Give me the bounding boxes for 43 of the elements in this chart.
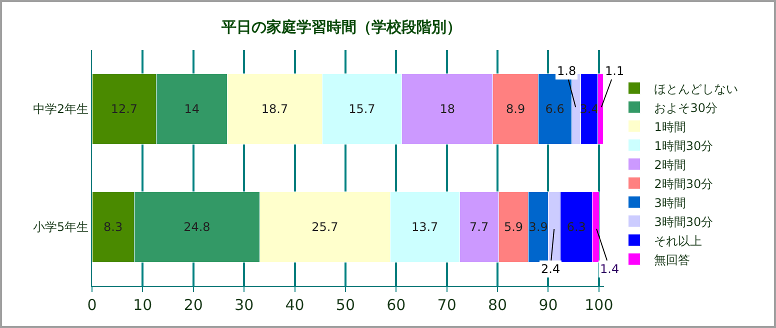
legend-label: ほとんどしない — [654, 82, 738, 96]
data-label: 15.7 — [348, 102, 376, 116]
legend-label: 1時間30分 — [654, 138, 714, 153]
data-label: 8.9 — [506, 102, 526, 116]
legend-label: それ以上 — [654, 234, 702, 248]
legend-label: およそ30分 — [654, 100, 718, 115]
x-tick-label: 50 — [336, 296, 356, 314]
legend-label: 2時間 — [654, 158, 686, 172]
data-label: 6.6 — [545, 102, 564, 116]
y-tick-label: 小学5年生 — [32, 220, 89, 234]
x-tick-label: 40 — [285, 296, 304, 314]
data-label: 1.1 — [605, 64, 624, 78]
legend-label: 2時間30分 — [654, 176, 714, 191]
y-tick-label: 中学2年生 — [32, 102, 89, 116]
legend-label: 1時間 — [654, 120, 686, 134]
data-label: 3.9 — [528, 220, 548, 234]
x-tick-label: 60 — [386, 296, 406, 314]
x-tick-label: 100 — [584, 296, 614, 314]
data-label: 24.8 — [184, 220, 210, 234]
x-tick-label: 0 — [87, 296, 97, 314]
legend-label: 無回答 — [654, 252, 690, 267]
data-label: 25.7 — [312, 220, 338, 234]
x-tick-label: 80 — [488, 296, 508, 314]
data-label: 18 — [440, 102, 455, 116]
data-label: 5.9 — [504, 220, 524, 234]
data-label: 2.4 — [541, 262, 560, 276]
x-tick-label: 10 — [133, 296, 152, 314]
data-label: 12.7 — [110, 102, 138, 116]
data-label: 1.8 — [557, 64, 576, 78]
legend-label: 3時間30分 — [654, 214, 714, 229]
x-tick-label: 90 — [538, 296, 558, 314]
data-label: 1.4 — [600, 262, 620, 276]
x-tick-label: 70 — [437, 296, 456, 314]
x-tick-label: 20 — [184, 296, 203, 314]
x-tick-label: 30 — [234, 296, 254, 314]
chart-title: 平日の家庭学習時間（学校段階別） — [220, 18, 462, 36]
data-label: 13.7 — [411, 220, 438, 234]
data-label: 18.7 — [261, 102, 288, 116]
legend-label: 3時間 — [654, 196, 686, 210]
data-label: 7.7 — [469, 220, 489, 234]
data-label: 14 — [184, 102, 200, 116]
data-label: 6.3 — [566, 220, 586, 234]
data-label: 8.3 — [103, 220, 123, 234]
